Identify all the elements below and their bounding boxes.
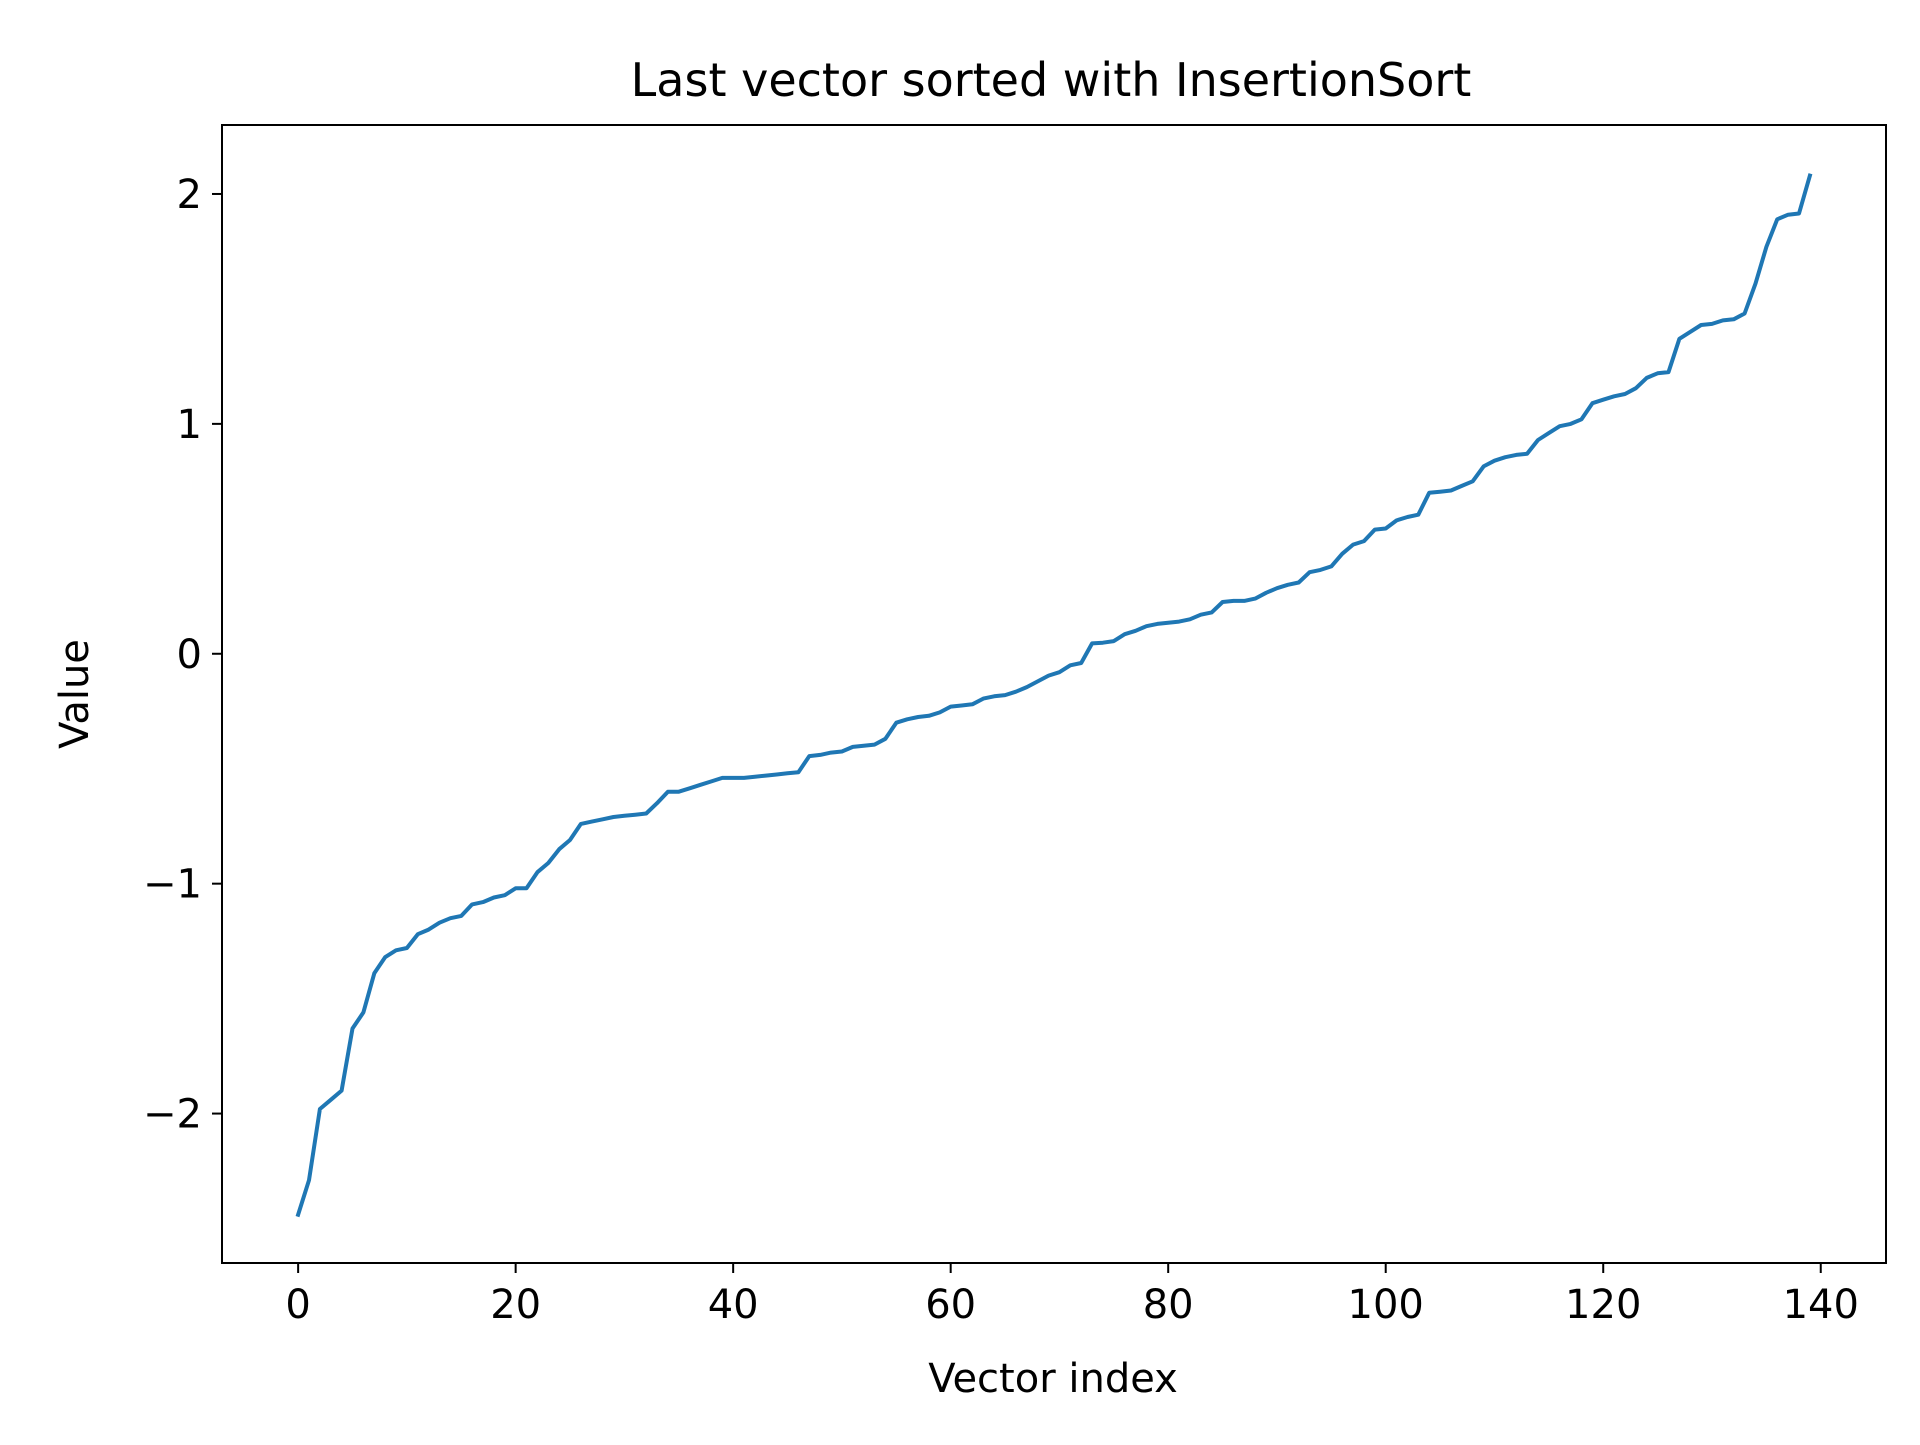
y-tick-label: −2 — [143, 1092, 202, 1138]
x-tick-label: 0 — [285, 1282, 310, 1328]
y-axis: −2 −1 0 1 2 — [143, 172, 222, 1138]
x-tick-label: 80 — [1143, 1282, 1194, 1328]
y-tick-label: 1 — [177, 402, 202, 448]
x-tick-label: 100 — [1348, 1282, 1424, 1328]
x-tick-label: 140 — [1783, 1282, 1859, 1328]
x-axis: 0 20 40 60 80 100 120 140 — [285, 1263, 1859, 1328]
plot-frame — [221, 124, 1887, 1264]
x-tick-label: 60 — [925, 1282, 976, 1328]
x-axis-label: Vector index — [928, 1356, 1178, 1402]
y-axis-label: Value — [52, 639, 98, 749]
series-line — [295, 173, 1813, 1218]
chart-title: Last vector sorted with InsertionSort — [631, 53, 1472, 107]
y-tick-label: 0 — [177, 632, 202, 678]
x-tick-label: 40 — [708, 1282, 759, 1328]
x-tick-label: 20 — [490, 1282, 541, 1328]
y-tick-label: 2 — [177, 172, 202, 218]
series-layer — [295, 173, 1813, 1218]
x-tick-label: 120 — [1565, 1282, 1641, 1328]
y-tick-label: −1 — [143, 862, 202, 908]
